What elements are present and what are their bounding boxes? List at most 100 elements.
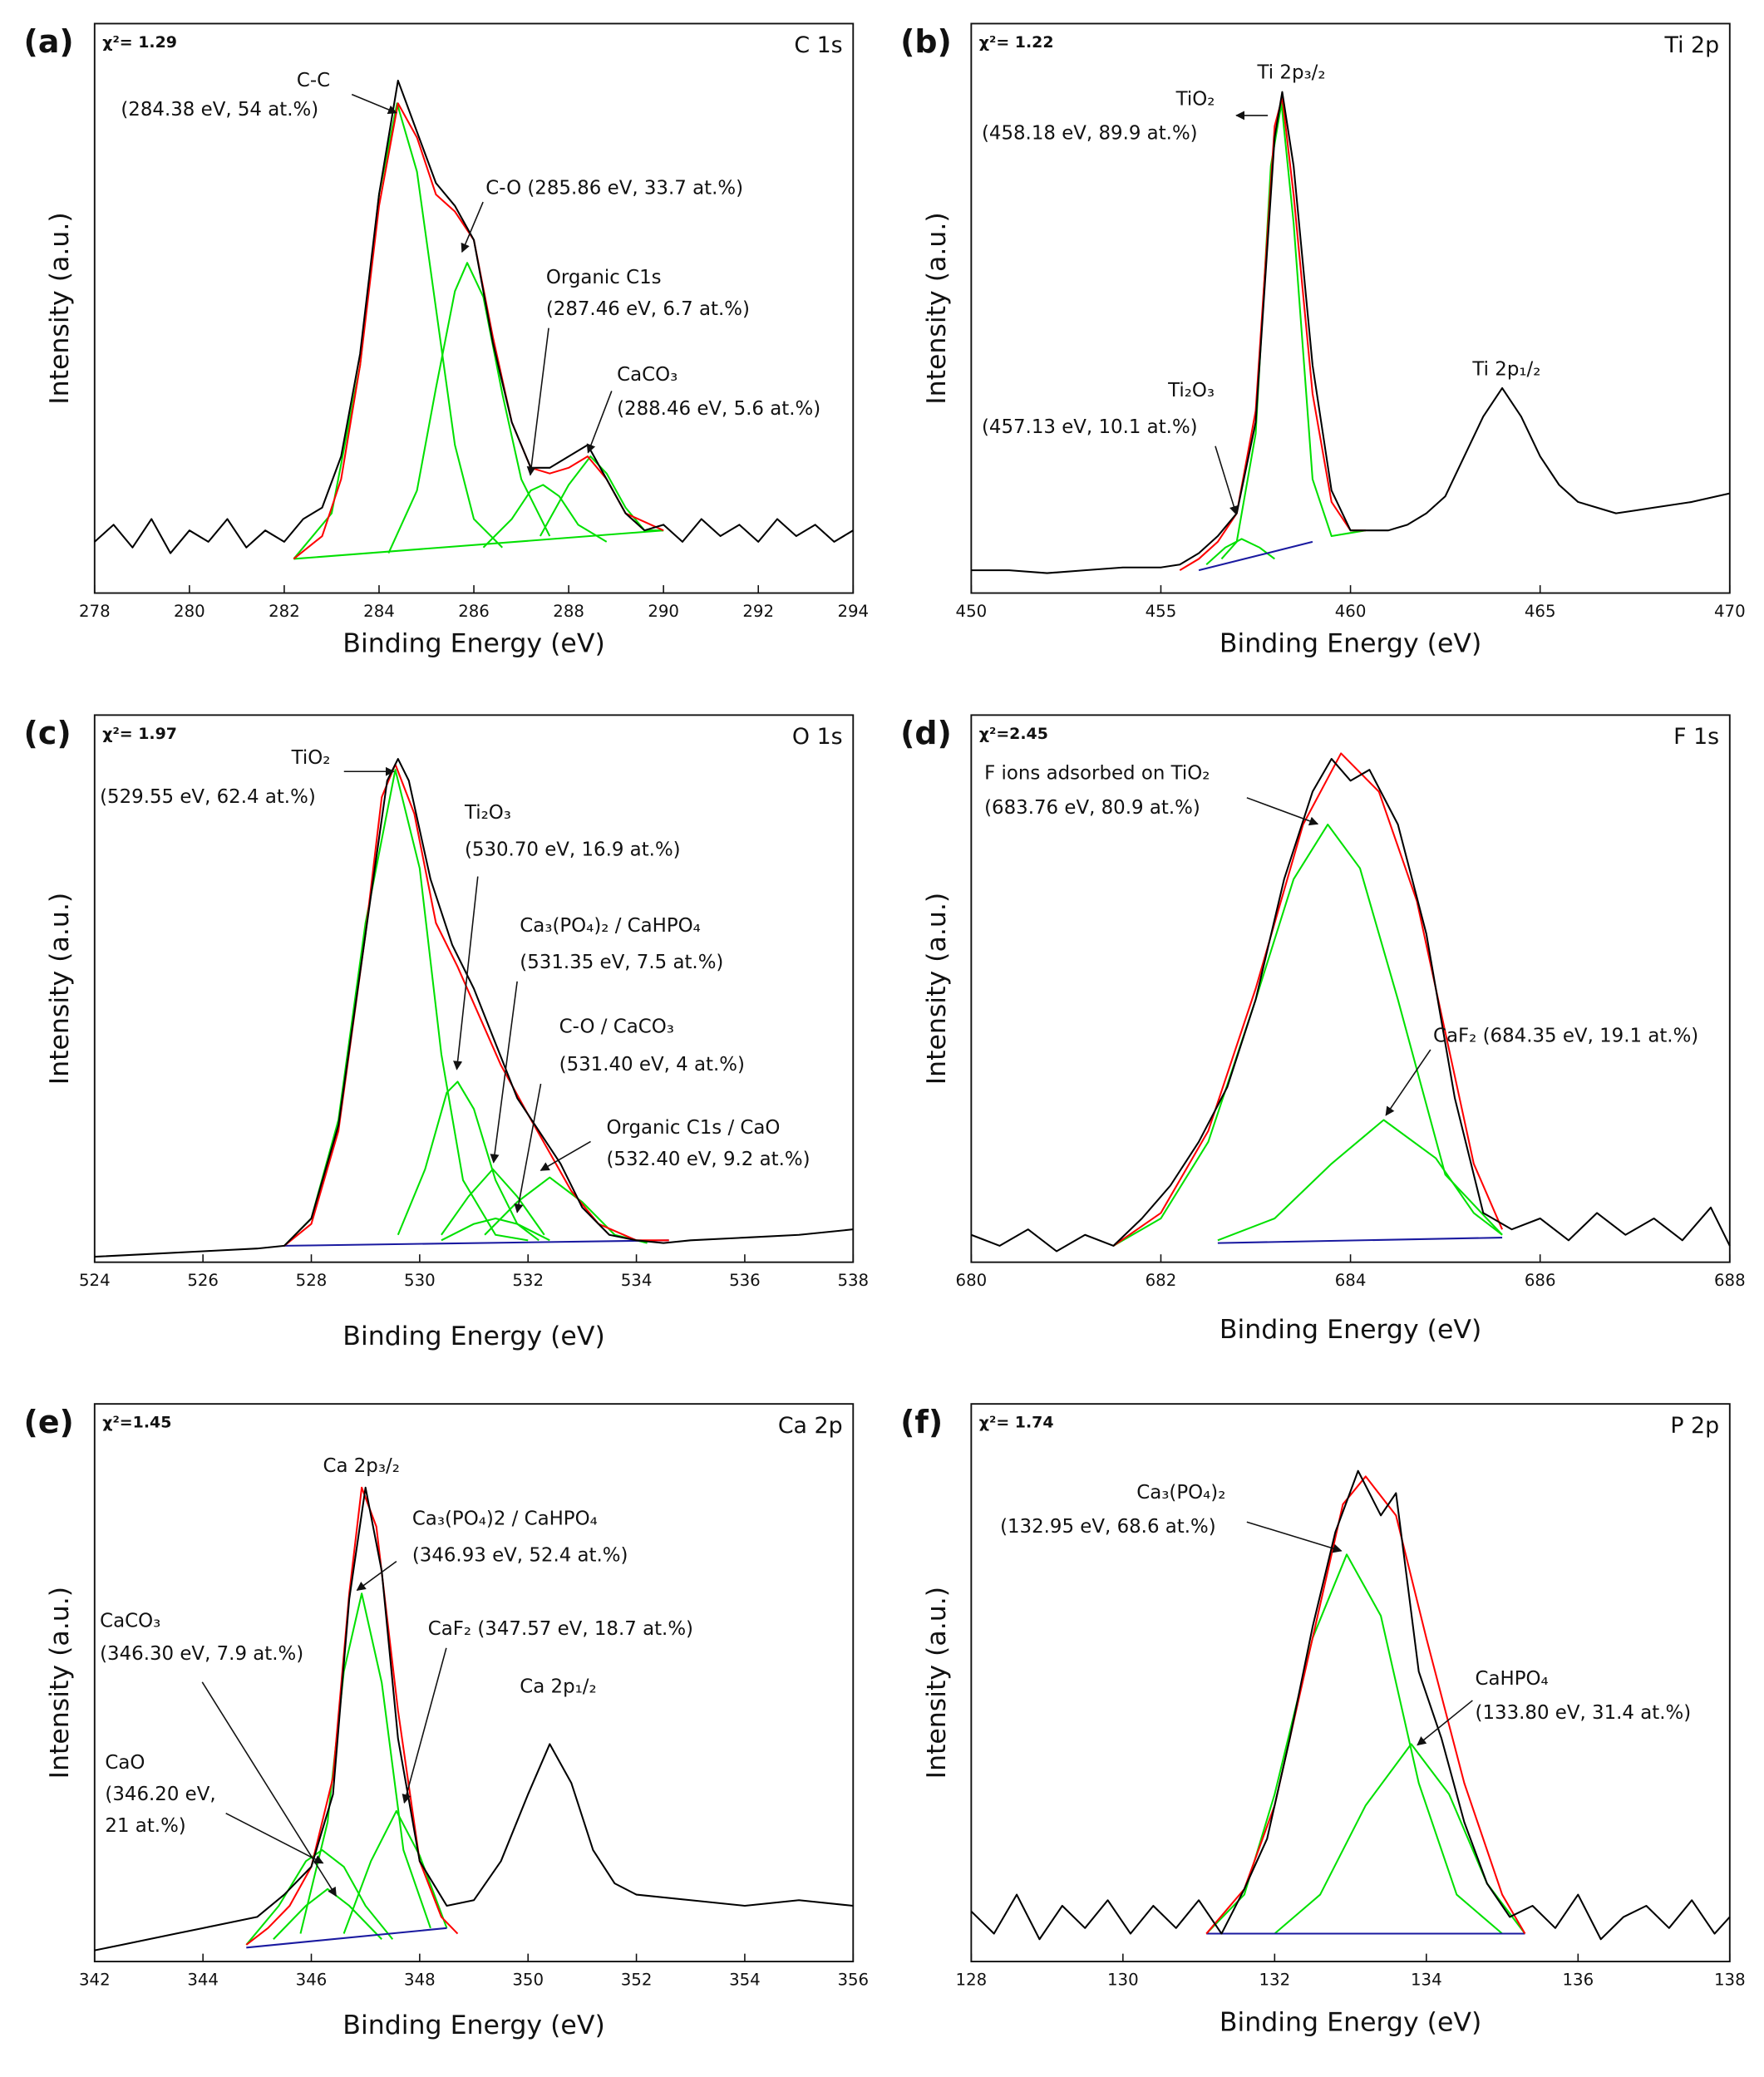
x-axis-label: Binding Energy (eV) xyxy=(342,2011,604,2040)
x-tick-label: 688 xyxy=(1714,1271,1746,1290)
annotation: (346.30 eV, 7.9 at.%) xyxy=(100,1643,303,1665)
annotation: (530.70 eV, 16.9 at.%) xyxy=(465,839,681,860)
chi-square: χ²=1.45 xyxy=(102,1414,171,1432)
y-axis-label: Intensity (a.u.) xyxy=(45,893,75,1085)
chi-square: χ²= 1.97 xyxy=(102,725,177,743)
spectrum-line xyxy=(245,1848,394,1946)
panel-title: Ca 2p xyxy=(778,1413,843,1439)
spectrum-line xyxy=(94,758,854,1258)
x-tick-label: 352 xyxy=(621,1970,653,1989)
annotation: Organic C1s / CaO xyxy=(606,1117,780,1139)
spectrum-line xyxy=(970,758,1731,1253)
x-tick-label: 686 xyxy=(1525,1271,1556,1290)
spectrum-line xyxy=(1112,823,1503,1247)
x-tick-label: 536 xyxy=(729,1271,761,1290)
x-tick-label: 460 xyxy=(1335,602,1367,621)
annotation: Ti₂O₃ xyxy=(464,802,511,824)
y-axis-label: Intensity (a.u.) xyxy=(45,212,75,404)
x-axis-label: Binding Energy (eV) xyxy=(342,629,604,659)
annotation: (683.76 eV, 80.9 at.%) xyxy=(984,797,1200,819)
peak-label: Ca 2p₃/₂ xyxy=(323,1455,399,1477)
spectrum-line xyxy=(1217,1119,1503,1242)
annotation-arrow xyxy=(356,1560,397,1591)
spectrum-line xyxy=(299,1592,431,1934)
panel-label: (a) xyxy=(24,23,74,60)
annotation-arrow xyxy=(402,1647,447,1804)
panel: 680 682 684 686 688 (d) F 1s χ²=2.45 Binding Ene… xyxy=(900,714,1746,1345)
annotation: (132.95 eV, 68.6 at.%) xyxy=(1000,1516,1216,1538)
x-tick-label: 284 xyxy=(363,602,395,621)
annotation-arrow xyxy=(225,1812,324,1864)
annotation: Ca₃(PO₄)2 / CaHPO₄ xyxy=(412,1508,598,1529)
x-tick-label: 455 xyxy=(1146,602,1177,621)
x-tick-label: 288 xyxy=(553,602,584,621)
annotation: (284.38 eV, 54 at.%) xyxy=(121,99,318,121)
annotation-arrow xyxy=(461,201,484,253)
chi-square: χ²= 1.29 xyxy=(102,33,177,52)
spectrum-line xyxy=(971,91,1731,574)
annotation: Ti₂O₃ xyxy=(1167,380,1215,401)
x-tick-label: 344 xyxy=(187,1970,219,1989)
annotation: C-O / CaCO₃ xyxy=(559,1016,674,1037)
annotation-arrow xyxy=(540,1140,591,1171)
x-tick-label: 682 xyxy=(1146,1271,1177,1290)
x-axis-label: Binding Energy (eV) xyxy=(1220,629,1481,659)
annotation: CaO xyxy=(105,1752,145,1774)
x-tick-label: 532 xyxy=(512,1271,544,1290)
x-tick-label: 138 xyxy=(1714,1970,1746,1989)
spectrum-line xyxy=(1205,1475,1526,1935)
spectrum-line xyxy=(1112,752,1504,1247)
spectrum-line xyxy=(1198,540,1313,572)
panel-title: F 1s xyxy=(1673,724,1719,750)
annotation-arrow xyxy=(514,1083,542,1213)
annotation: (288.46 eV, 5.6 at.%) xyxy=(617,398,820,420)
y-axis-label: Intensity (a.u.) xyxy=(922,893,952,1085)
annotation-arrow xyxy=(1246,797,1319,826)
peak-label: Ca 2p₁/₂ xyxy=(520,1676,596,1697)
annotation-arrow xyxy=(586,391,613,454)
annotation: Ca₃(PO₄)₂ / CaHPO₄ xyxy=(520,915,701,937)
panel: 342 344 346 348 350 352 354 356 (e) Ca 2p χ²=1.45 B… xyxy=(24,1403,869,2040)
annotation: CaF₂ (684.35 eV, 19.1 at.%) xyxy=(1433,1025,1698,1046)
annotation: Ca₃(PO₄)₂ xyxy=(1136,1482,1225,1504)
spectrum-line xyxy=(293,529,664,560)
x-tick-label: 524 xyxy=(79,1271,111,1290)
chi-square: χ²= 1.22 xyxy=(979,33,1054,52)
x-tick-label: 526 xyxy=(187,1271,219,1290)
x-tick-label: 680 xyxy=(956,1271,988,1290)
annotation-arrow xyxy=(351,93,397,115)
x-tick-label: 470 xyxy=(1714,602,1746,621)
panel-label: (d) xyxy=(900,715,952,751)
x-tick-label: 538 xyxy=(837,1271,869,1290)
annotation: (287.46 eV, 6.7 at.%) xyxy=(546,298,750,320)
x-axis-label: Binding Energy (eV) xyxy=(1220,1315,1481,1345)
annotation: (532.40 eV, 9.2 at.%) xyxy=(606,1149,810,1170)
spectrum-line xyxy=(293,102,503,560)
spectrum-line xyxy=(273,1888,382,1940)
spectrum-line xyxy=(342,1809,448,1934)
x-tick-label: 278 xyxy=(79,602,111,621)
spectrum-line xyxy=(441,1168,545,1236)
x-tick-label: 128 xyxy=(956,1970,988,1989)
x-tick-label: 130 xyxy=(1107,1970,1139,1989)
x-axis-label: Binding Energy (eV) xyxy=(342,1322,604,1351)
x-tick-label: 450 xyxy=(956,602,988,621)
spectrum-line xyxy=(245,1486,459,1946)
peak-label: Ti 2p₃/₂ xyxy=(1256,62,1325,84)
x-tick-label: 132 xyxy=(1259,1970,1291,1989)
chi-square: χ²=2.45 xyxy=(979,725,1048,743)
x-tick-label: 530 xyxy=(404,1271,436,1290)
annotation: CaCO₃ xyxy=(617,364,678,386)
x-tick-label: 290 xyxy=(648,602,679,621)
chi-square: χ²= 1.74 xyxy=(979,1414,1054,1432)
annotation-arrow xyxy=(490,981,518,1164)
x-tick-label: 292 xyxy=(742,602,774,621)
panel-label: (e) xyxy=(24,1404,74,1440)
plot-frame xyxy=(93,1403,855,1963)
x-tick-label: 346 xyxy=(296,1970,328,1989)
annotation: (458.18 eV, 89.9 at.%) xyxy=(982,122,1198,144)
spectrum-line xyxy=(1217,1237,1503,1244)
x-tick-label: 528 xyxy=(296,1271,328,1290)
x-tick-label: 465 xyxy=(1525,602,1556,621)
